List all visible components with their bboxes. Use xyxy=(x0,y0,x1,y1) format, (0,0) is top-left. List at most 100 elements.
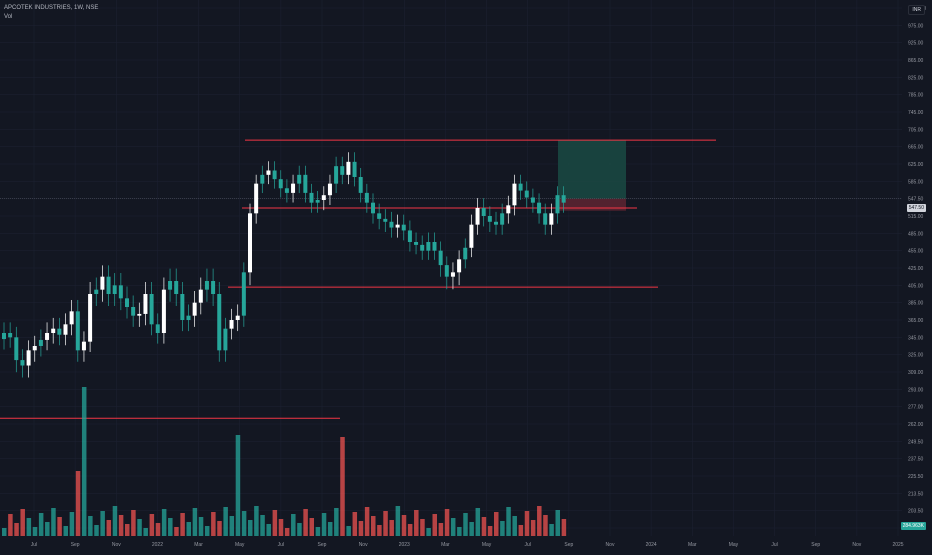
volume-bar xyxy=(506,507,511,536)
volume-bar xyxy=(327,522,333,536)
volume-bar xyxy=(143,528,148,536)
price-axis-tick: 237.50 xyxy=(908,457,924,463)
volume-bar xyxy=(321,513,327,536)
time-axis-tick: May xyxy=(729,542,739,548)
volume-bar xyxy=(32,527,38,536)
volume-bar xyxy=(180,513,185,536)
volume-bar xyxy=(291,514,296,536)
volume-bar xyxy=(211,512,216,536)
candle-body xyxy=(334,166,339,184)
time-axis-tick: Nov xyxy=(112,542,121,548)
candle-body xyxy=(475,208,480,225)
candle-body xyxy=(149,294,154,325)
price-axis-tick: 293.00 xyxy=(908,387,924,393)
volume-bar xyxy=(463,513,468,536)
volume-bar xyxy=(284,528,290,536)
volume-bar xyxy=(407,524,413,536)
price-axis-tick: 547.50 xyxy=(908,197,924,203)
volume-bar xyxy=(81,387,87,536)
candle-body xyxy=(549,213,554,225)
price-axis-tick: 262.00 xyxy=(908,422,924,428)
candle-body xyxy=(377,213,382,219)
price-axis-tick: 705.00 xyxy=(908,127,924,133)
price-axis-tick: 309.00 xyxy=(908,370,924,376)
candle-body xyxy=(131,307,136,316)
volume-bar xyxy=(371,516,376,536)
candle-body xyxy=(284,188,289,193)
volume-indicator-label[interactable]: Vol xyxy=(4,14,13,20)
volume-bar xyxy=(192,508,198,536)
volume-bar xyxy=(549,524,554,536)
volume-bar xyxy=(14,523,19,536)
volume-value-tag: 284.963K xyxy=(900,522,926,530)
currency-selector[interactable]: INR xyxy=(908,5,925,15)
candle-body xyxy=(426,242,431,251)
price-axis-tick: 365.00 xyxy=(908,318,924,324)
candle-body xyxy=(217,294,222,351)
volume-bar xyxy=(364,507,370,536)
volume-bar xyxy=(518,525,524,536)
volume-bar xyxy=(168,518,173,536)
candle-body xyxy=(438,250,443,266)
time-axis-tick: 2022 xyxy=(152,542,163,548)
volume-bar xyxy=(100,511,105,536)
candle-body xyxy=(383,218,388,222)
candle-body xyxy=(241,272,246,316)
candle-body xyxy=(530,197,535,203)
candle-body xyxy=(327,183,332,196)
volume-bar xyxy=(494,512,499,536)
candle-body xyxy=(137,313,142,316)
candle-body xyxy=(69,311,74,325)
volume-bar xyxy=(537,506,542,536)
volume-bar xyxy=(457,527,462,536)
candle-body xyxy=(420,244,425,251)
volume-bar xyxy=(229,516,235,536)
candle-body xyxy=(180,294,185,320)
candle-body xyxy=(94,289,99,294)
candle-body xyxy=(407,230,412,242)
candle-body xyxy=(155,324,160,333)
volume-bar xyxy=(432,514,437,536)
candle-body xyxy=(494,221,498,225)
volume-bar xyxy=(469,522,474,536)
volume-bar xyxy=(481,517,487,536)
candle-body xyxy=(352,161,357,177)
symbol-title[interactable]: APCOTEK INDUSTRIES, 1W, NSE xyxy=(4,5,99,11)
volume-bar xyxy=(149,514,155,536)
volume-bar xyxy=(530,520,536,536)
candle-body xyxy=(125,298,129,307)
volume-bar xyxy=(377,525,382,536)
volume-bar xyxy=(248,520,253,536)
candle-body xyxy=(297,174,302,184)
candle-body xyxy=(174,281,179,294)
candle-body xyxy=(81,341,86,351)
time-axis-tick: May xyxy=(235,542,245,548)
candle-body xyxy=(63,324,68,335)
candle-body xyxy=(543,213,548,225)
candle-body xyxy=(186,315,191,320)
candle-body xyxy=(235,315,240,320)
candle-body xyxy=(414,242,419,245)
volume-bar xyxy=(512,516,517,536)
candle-body xyxy=(14,337,19,361)
time-axis-tick: 2025 xyxy=(892,542,903,548)
price-axis-tick: 455.00 xyxy=(908,249,924,255)
volume-bar xyxy=(235,435,241,536)
volume-bar xyxy=(266,524,271,536)
time-axis-tick: 2024 xyxy=(646,542,657,548)
volume-bar xyxy=(340,437,345,536)
price-axis-tick: 665.00 xyxy=(908,145,924,151)
candle-body xyxy=(45,333,50,340)
volume-bar xyxy=(26,518,32,536)
volume-bar xyxy=(137,519,142,536)
time-axis-tick: Mar xyxy=(194,542,203,548)
price-axis-tick: 249.50 xyxy=(908,439,924,445)
candle-body xyxy=(266,170,271,175)
candle-body xyxy=(432,242,437,251)
volume-bar xyxy=(38,513,44,536)
volume-bar xyxy=(51,508,56,536)
time-axis-tick: Jul xyxy=(31,542,37,548)
volume-bar xyxy=(217,521,222,536)
